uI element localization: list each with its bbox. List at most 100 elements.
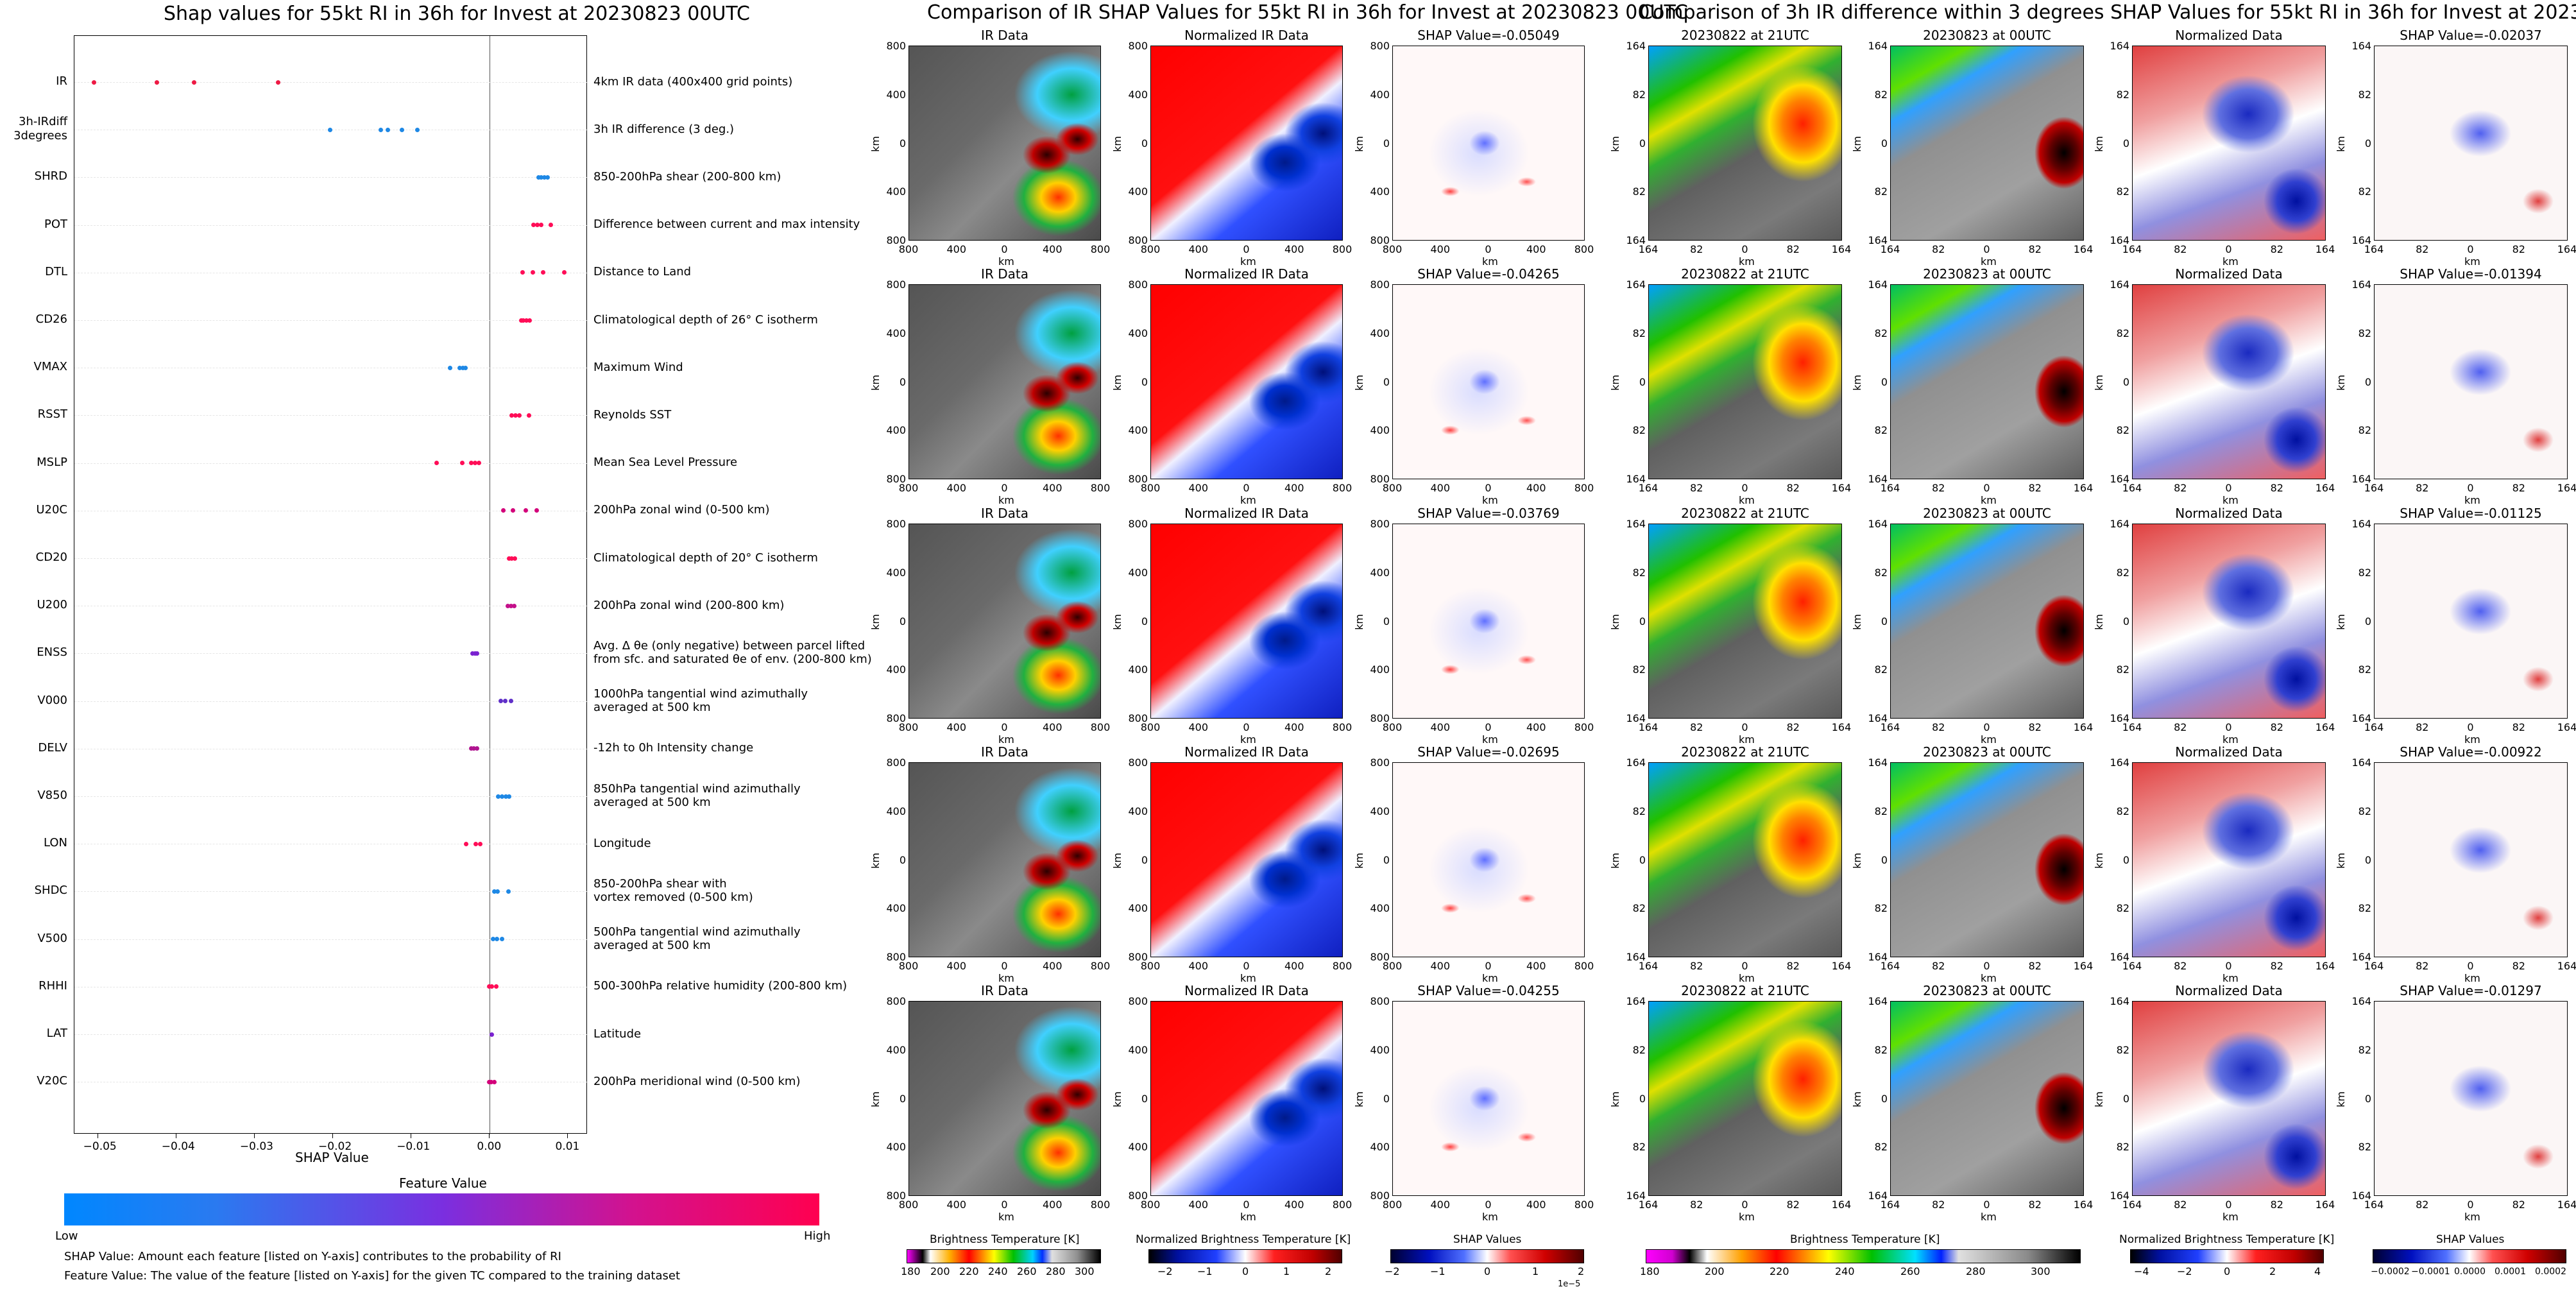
feature-label: V500 — [37, 931, 67, 945]
y-tick-label: 164 — [2351, 951, 2371, 963]
x-tick-label: 800 — [1140, 960, 1161, 972]
shap-point — [549, 223, 554, 228]
mid-shap-tick-1: 1 — [1532, 1265, 1539, 1277]
y-tick-label: 400 — [886, 663, 906, 676]
y-tick-label: 164 — [1868, 1190, 1888, 1202]
row-gridline — [74, 415, 588, 416]
y-tick-label: 0 — [1383, 1092, 1390, 1105]
shap-point — [415, 127, 420, 132]
y-tick-label: 164 — [2110, 756, 2129, 769]
shap-point — [494, 937, 499, 942]
x-tick-label: 164 — [2122, 243, 2142, 255]
panel-title: Normalized IR Data — [1184, 983, 1309, 998]
y-tick-label: 82 — [2358, 566, 2371, 579]
left-xlabel: SHAP Value — [295, 1150, 369, 1165]
y-tick-label: 800 — [886, 234, 906, 246]
y-tick-label: 82 — [1632, 902, 1646, 915]
shap-point — [472, 746, 477, 751]
image-panel — [1890, 1001, 2084, 1196]
right-norm-colorbar — [2130, 1249, 2324, 1263]
y-tick-label: 82 — [2358, 663, 2371, 676]
mid-norm-colorbar-label: Normalized Brightness Temperature [K] — [1136, 1233, 1351, 1246]
x-axis-label: km — [998, 1211, 1014, 1223]
feature-description: Distance to Land — [593, 265, 692, 279]
y-tick-label: 164 — [1868, 712, 1888, 724]
y-axis-label: km — [869, 136, 882, 152]
y-tick-label: 800 — [1370, 712, 1390, 724]
y-axis-label: km — [1352, 136, 1365, 152]
y-axis-label: km — [2334, 853, 2347, 869]
y-axis-label: km — [869, 375, 882, 391]
x-tick-mark — [332, 1134, 334, 1138]
y-tick-label: 400 — [1370, 805, 1390, 817]
feature-description: Latitude — [593, 1027, 642, 1041]
y-tick-label: 82 — [2358, 88, 2371, 101]
x-tick-label: 164 — [2073, 721, 2094, 733]
x-tick-label: 82 — [2416, 960, 2429, 972]
x-tick-label: 0 — [1741, 960, 1748, 972]
x-tick-label: 164 — [1638, 721, 1659, 733]
row-gridline — [74, 558, 588, 559]
y-tick-label: 82 — [2358, 424, 2371, 437]
footer-shap-note: SHAP Value: Amount each feature [listed … — [64, 1250, 561, 1263]
shap-point — [468, 746, 473, 751]
y-tick-label: 82 — [1632, 88, 1646, 101]
left-chart-title: Shap values for 55kt RI in 36h for Inves… — [164, 3, 750, 25]
panel-title: Normalized Data — [2175, 506, 2283, 521]
y-axis-label: km — [869, 614, 882, 630]
x-tick-label: −0.02 — [318, 1140, 352, 1153]
y-tick-label: 800 — [886, 278, 906, 291]
feature-description: Avg. Δ θe (only negative) between parcel… — [593, 639, 872, 667]
y-tick-label: 800 — [886, 518, 906, 530]
y-tick-label: 400 — [1128, 1141, 1148, 1154]
x-tick-label: 0 — [1001, 482, 1008, 494]
y-axis-label: km — [1608, 136, 1621, 152]
x-tick-label: 0 — [1741, 721, 1748, 733]
shap-point — [500, 794, 505, 799]
mid-bt-tick-220: 220 — [959, 1265, 979, 1277]
y-tick-label: 0 — [2122, 1092, 2129, 1105]
x-tick-label: 400 — [1284, 482, 1304, 494]
panel-title: 20230823 at 00UTC — [1923, 983, 2051, 998]
y-axis-label: km — [1111, 614, 1123, 630]
shap-point — [517, 413, 522, 418]
y-tick-label: 82 — [2358, 1043, 2371, 1056]
mid-norm-tick-m1: −1 — [1197, 1265, 1213, 1277]
y-tick-label: 82 — [1874, 902, 1888, 915]
x-axis-label: km — [998, 494, 1014, 506]
y-tick-label: 164 — [2351, 756, 2371, 769]
shap-point — [507, 794, 512, 799]
shap-point — [486, 1079, 491, 1084]
x-tick-label: 164 — [2073, 482, 2094, 494]
x-tick-label: 164 — [2073, 243, 2094, 255]
y-tick-label: 400 — [1370, 327, 1390, 339]
x-tick-label: 82 — [2416, 1199, 2429, 1211]
y-tick-label: 82 — [1874, 1043, 1888, 1056]
y-tick-label: 82 — [1632, 566, 1646, 579]
y-tick-label: 0 — [2364, 375, 2371, 388]
feature-value-colorbar — [64, 1193, 819, 1225]
shap-point — [509, 413, 515, 418]
y-tick-label: 0 — [1383, 137, 1390, 149]
x-tick-label: 164 — [1831, 243, 1852, 255]
y-tick-label: 400 — [1128, 902, 1148, 915]
shap-point — [520, 270, 525, 275]
x-tick-label: 0 — [1741, 482, 1748, 494]
mid-shap-exp: 1e−5 — [1558, 1279, 1581, 1289]
feature-description: 850-200hPa shear (200-800 km) — [593, 169, 781, 184]
y-tick-label: 82 — [2116, 88, 2129, 101]
y-tick-label: 164 — [2110, 234, 2129, 246]
y-axis-label: km — [2092, 136, 2105, 152]
shap-point — [506, 889, 511, 894]
x-tick-label: 0 — [2467, 960, 2474, 972]
y-tick-label: 164 — [2110, 1190, 2129, 1202]
mid-bt-tick-280: 280 — [1046, 1265, 1066, 1277]
image-panel — [1392, 284, 1585, 479]
x-tick-label: 82 — [2416, 243, 2429, 255]
panel-title: IR Data — [981, 28, 1028, 43]
feature-label: POT — [44, 217, 67, 231]
shap-point — [192, 80, 197, 85]
y-tick-label: 164 — [1626, 234, 1646, 246]
shap-point — [463, 365, 468, 370]
image-panel — [1890, 524, 2084, 719]
